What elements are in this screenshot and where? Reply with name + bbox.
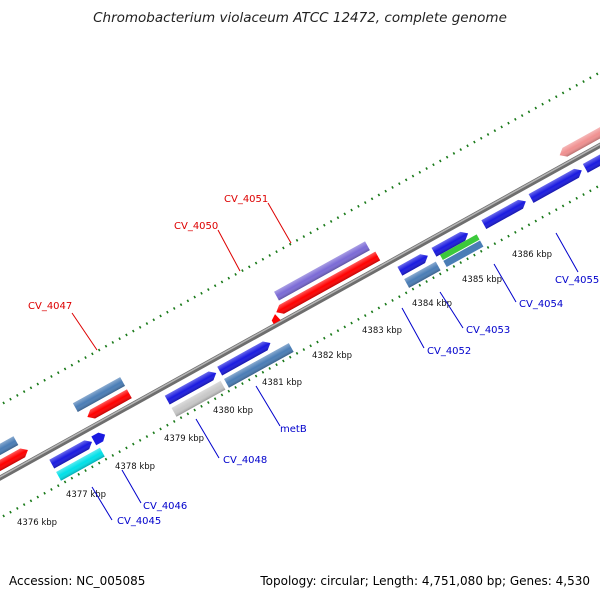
gene-arrow-edge [582,145,600,173]
leader-cv4053 [439,291,464,329]
gene-block-cv4048 [171,380,226,417]
label-leaders [71,202,579,521]
gene-label-cv4047: CV_4047 [28,301,72,312]
gene-label-cv4045: CV_4045 [117,516,161,527]
kbp-label: 4384 kbp [412,299,452,309]
gene-label-cv4050: CV_4050 [174,221,218,232]
genome-summary-text: Topology: circular; Length: 4,751,080 bp… [260,574,590,588]
gene-block-cv4047 [72,377,125,413]
gene-arrow-metb [217,341,271,376]
kbp-label: 4383 kbp [362,326,402,336]
kbp-labels: 4376 kbp 4377 kbp 4378 kbp 4379 kbp 4380… [17,250,552,528]
gene-arrow [0,448,28,478]
gene-label-cv4052: CV_4052 [427,346,471,357]
gene-block-cv4051 [274,241,370,301]
gene-labels: CV_4047 CV_4050 CV_4051 CV_4045 CV_4046 … [28,194,599,527]
gene-label-metb: metB [280,424,307,435]
gene-block [0,436,19,466]
gene-label-cv4054: CV_4054 [519,299,563,310]
gene-block-cv4053 [443,240,484,267]
gene-block-cv4052 [404,261,441,288]
gene-arrow-cv4050 [276,251,381,314]
kbp-label: 4382 kbp [312,351,352,361]
leader-cv4051 [267,202,292,244]
gene-label-cv4051: CV_4051 [224,194,268,205]
gene-arrow-cv4045 [49,440,93,469]
gene-label-cv4048: CV_4048 [223,455,267,466]
leader-cv4054 [493,263,517,303]
kbp-label: 4379 kbp [164,434,204,444]
kbp-label: 4381 kbp [262,378,302,388]
gene-arrow-cv4055 [559,114,600,157]
leader-cv4055 [555,232,579,273]
leader-cv4050 [217,229,241,272]
genome-backbone [0,126,600,490]
gene-arrow-cv4052 [397,254,428,276]
leader-cv4046 [121,469,142,504]
genome-title: Chromobacterium violaceum ATCC 12472, co… [93,10,507,26]
gene-label-cv4046: CV_4046 [143,501,187,512]
gene-arrow-cv4047 [87,389,132,419]
leader-cv4047 [71,312,98,351]
gene-label-cv4053: CV_4053 [466,325,510,336]
gene-arrow-cv4054 [481,199,526,230]
gene-arrow-cv4055-forward [528,168,582,203]
outer-tick-row [0,54,600,416]
gene-block-cv4053-green [439,234,480,260]
kbp-label: 4378 kbp [115,462,155,472]
inner-tick-row [0,167,600,529]
gene-arrow-cv4053a [431,231,469,257]
kbp-label: 4385 kbp [462,275,502,285]
leader-metb [255,385,281,427]
accession-text: Accession: NC_005085 [9,574,146,588]
leader-cv4045 [91,486,113,521]
kbp-label: 4377 kbp [66,490,106,500]
kbp-label: 4376 kbp [17,518,57,528]
kbp-label: 4380 kbp [213,406,253,416]
kbp-label: 4386 kbp [512,250,552,260]
gene-arrow-cv4048 [164,371,217,405]
leader-cv4048 [195,418,220,459]
leader-cv4052 [401,307,425,349]
gene-block-metb [224,343,294,388]
gene-block-cv4045 [56,447,105,481]
gene-arrow-cv4046 [91,432,106,446]
gene-arrow-small [271,314,281,325]
gene-label-cv4055: CV_4055 [555,275,599,286]
